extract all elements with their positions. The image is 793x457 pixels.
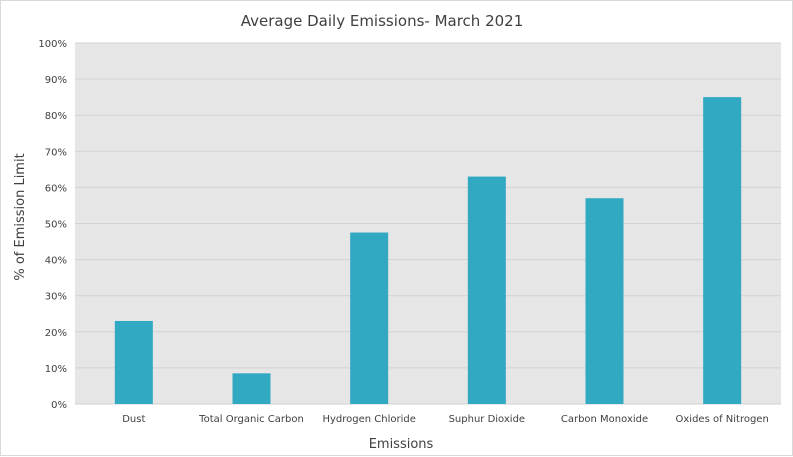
y-tick-label: 80%: [45, 111, 67, 122]
x-tick-label: Carbon Monoxide: [561, 414, 648, 425]
bar: [350, 232, 389, 404]
bars: [114, 97, 742, 405]
x-tick-label: Dust: [122, 414, 145, 425]
chart-title: Average Daily Emissions- March 2021: [241, 12, 524, 30]
y-tick-label: 100%: [38, 39, 67, 50]
x-tick-label: Hydrogen Chloride: [322, 414, 415, 425]
bar: [703, 97, 742, 405]
x-tick-label: Total Organic Carbon: [198, 414, 304, 425]
y-tick-label: 50%: [45, 220, 67, 231]
bar: [232, 373, 271, 404]
x-tick-label: Suphur Dioxide: [449, 414, 525, 425]
y-tick-label: 0%: [51, 400, 67, 411]
bar: [114, 320, 153, 404]
y-tick-label: 40%: [45, 256, 67, 267]
y-tick-label: 10%: [45, 364, 67, 375]
x-tick-label: Oxides of Nitrogen: [676, 414, 769, 425]
y-axis-ticks: 0% 10% 20% 30% 40% 50% 60% 70% 80% 90% 100%: [38, 39, 67, 411]
x-axis-title: Emissions: [369, 437, 434, 452]
y-tick-label: 30%: [45, 292, 67, 303]
bar: [467, 176, 506, 404]
y-tick-label: 20%: [45, 328, 67, 339]
y-tick-label: 70%: [45, 147, 67, 158]
y-tick-label: 60%: [45, 183, 67, 194]
y-tick-label: 90%: [45, 75, 67, 86]
gridlines: [75, 42, 781, 405]
y-axis-title: % of Emission Limit: [13, 153, 28, 280]
x-axis-ticks: Dust Total Organic Carbon Hydrogen Chlorid…: [122, 414, 769, 425]
bar: [585, 198, 624, 404]
